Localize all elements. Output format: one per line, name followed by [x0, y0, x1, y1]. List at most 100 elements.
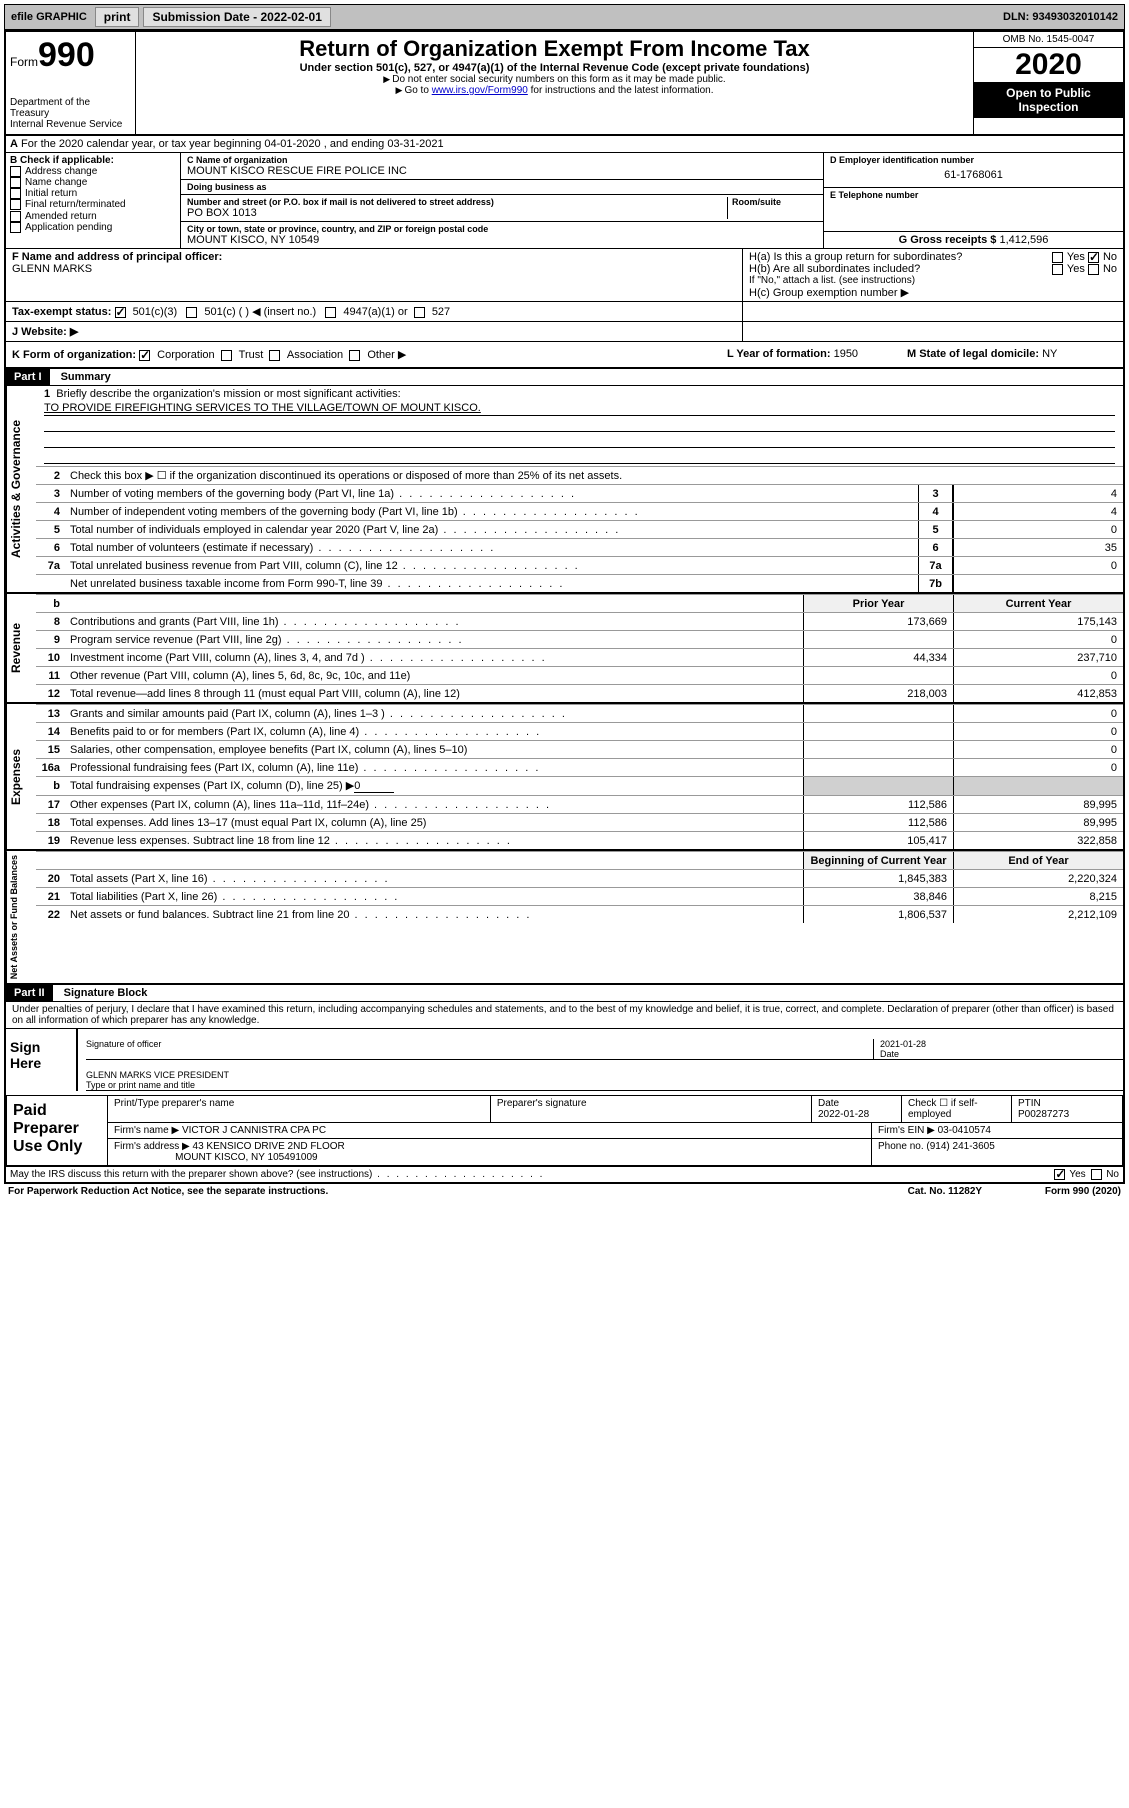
form990-link[interactable]: www.irs.gov/Form990 [432, 85, 528, 96]
firm-ein: 03-0410574 [938, 1125, 991, 1136]
firm-ein-label: Firm's EIN ▶ [878, 1125, 935, 1136]
lbl-name-change: Name change [25, 177, 87, 188]
hb-no[interactable] [1088, 264, 1099, 275]
ha-yes[interactable] [1052, 252, 1063, 263]
val-7a: 0 [953, 557, 1123, 574]
form-header: Form990 Department of the Treasury Inter… [6, 32, 1123, 136]
tel-label: E Telephone number [830, 190, 1117, 200]
i-label: Tax-exempt status: [12, 306, 111, 318]
discuss-yes[interactable] [1054, 1169, 1065, 1180]
line17: Other expenses (Part IX, column (A), lin… [66, 797, 803, 813]
hb-no-lbl: No [1103, 263, 1117, 275]
line10: Investment income (Part VIII, column (A)… [66, 650, 803, 666]
vtab-governance: Activities & Governance [6, 386, 36, 592]
lbl-final-return: Final return/terminated [25, 200, 126, 211]
line7b: Net unrelated business taxable income fr… [66, 576, 918, 592]
part2-header: Part II [6, 985, 53, 1001]
val-6: 35 [953, 539, 1123, 556]
line8: Contributions and grants (Part VIII, lin… [66, 614, 803, 630]
lbl-501c: 501(c) ( ) ◀ (insert no.) [204, 306, 316, 318]
ein-value: 61-1768061 [830, 165, 1117, 185]
chk-501c3[interactable] [115, 307, 126, 318]
org-name: MOUNT KISCO RESCUE FIRE POLICE INC [187, 165, 817, 177]
sig-date-val: 2021-01-28 [880, 1039, 1123, 1049]
line16b-val: 0 [354, 780, 394, 793]
irs-label: Internal Revenue Service [10, 119, 131, 130]
line16a: Professional fundraising fees (Part IX, … [66, 760, 803, 776]
perjury-text: Under penalties of perjury, I declare th… [6, 1002, 1123, 1028]
firm-addr2: MOUNT KISCO, NY 105491009 [175, 1152, 317, 1163]
chk-address-change[interactable] [10, 166, 21, 177]
chk-other[interactable] [349, 350, 360, 361]
typed-label: Type or print name and title [86, 1080, 1123, 1090]
ein-label: D Employer identification number [830, 155, 1117, 165]
lbl-address-change: Address change [25, 166, 97, 177]
chk-trust[interactable] [221, 350, 232, 361]
pt-sig-label: Preparer's signature [491, 1096, 812, 1122]
city-value: MOUNT KISCO, NY 10549 [187, 234, 817, 246]
chk-527[interactable] [414, 307, 425, 318]
k-label: K Form of organization: [12, 349, 136, 361]
ptin: P00287273 [1018, 1109, 1116, 1120]
hb-note: If "No," attach a list. (see instruction… [749, 275, 1117, 286]
exp19p: 105,417 [803, 832, 953, 849]
line15: Salaries, other compensation, employee b… [66, 742, 803, 758]
city-label: City or town, state or province, country… [187, 224, 817, 234]
rev10p: 44,334 [803, 649, 953, 666]
discuss-no[interactable] [1091, 1169, 1102, 1180]
line11: Other revenue (Part VIII, column (A), li… [66, 668, 803, 684]
gross-receipts: 1,412,596 [999, 234, 1048, 246]
rev8c: 175,143 [953, 613, 1123, 630]
line1-label: Briefly describe the organization's miss… [56, 388, 400, 400]
dept-treasury: Department of the Treasury [10, 97, 131, 119]
firm-addr-label: Firm's address ▶ [114, 1141, 190, 1152]
val-3: 4 [953, 485, 1123, 502]
phone-label: Phone no. [878, 1141, 924, 1152]
line7a: Total unrelated business revenue from Pa… [66, 558, 918, 574]
goto-pre: Go to [404, 85, 431, 96]
chk-corp[interactable] [139, 350, 150, 361]
lbl-4947: 4947(a)(1) or [343, 306, 407, 318]
year-formation: 1950 [834, 348, 858, 360]
na21b: 38,846 [803, 888, 953, 905]
chk-amended-return[interactable] [10, 211, 21, 222]
rev12p: 218,003 [803, 685, 953, 702]
cat-no: Cat. No. 11282Y [845, 1186, 1045, 1197]
chk-application-pending[interactable] [10, 222, 21, 233]
chk-4947[interactable] [325, 307, 336, 318]
firm-name-label: Firm's name ▶ [114, 1125, 179, 1136]
exp16bp [803, 777, 953, 795]
vtab-netassets: Net Assets or Fund Balances [6, 851, 36, 983]
line22: Net assets or fund balances. Subtract li… [66, 907, 803, 923]
exp14c: 0 [953, 723, 1123, 740]
omb-number: OMB No. 1545-0047 [974, 32, 1123, 48]
ha-no[interactable] [1088, 252, 1099, 263]
na20e: 2,220,324 [953, 870, 1123, 887]
chk-initial-return[interactable] [10, 188, 21, 199]
lbl-other: Other ▶ [367, 349, 406, 361]
print-button[interactable]: print [95, 7, 140, 27]
part2-title: Signature Block [56, 985, 156, 1001]
typed-name: GLENN MARKS VICE PRESIDENT [86, 1070, 1123, 1080]
addr-value: PO BOX 1013 [187, 207, 727, 219]
lbl-application-pending: Application pending [25, 222, 112, 233]
chk-final-return[interactable] [10, 199, 21, 210]
ha-yes-lbl: Yes [1067, 251, 1085, 263]
paperwork-notice: For Paperwork Reduction Act Notice, see … [8, 1186, 845, 1197]
rev12c: 412,853 [953, 685, 1123, 702]
exp15c: 0 [953, 741, 1123, 758]
exp16ac: 0 [953, 759, 1123, 776]
chk-501c[interactable] [186, 307, 197, 318]
hb-yes[interactable] [1052, 264, 1063, 275]
pt-date-label: Date [818, 1098, 895, 1109]
ha-no-lbl: No [1103, 251, 1117, 263]
officer-name: GLENN MARKS [12, 263, 736, 275]
efile-label: efile GRAPHIC [7, 11, 91, 23]
chk-name-change[interactable] [10, 177, 21, 188]
chk-assoc[interactable] [269, 350, 280, 361]
hdr-current-year: Current Year [953, 595, 1123, 612]
discuss-question: May the IRS discuss this return with the… [10, 1169, 1054, 1180]
rev11c: 0 [953, 667, 1123, 684]
line21: Total liabilities (Part X, line 26) [66, 889, 803, 905]
na20b: 1,845,383 [803, 870, 953, 887]
